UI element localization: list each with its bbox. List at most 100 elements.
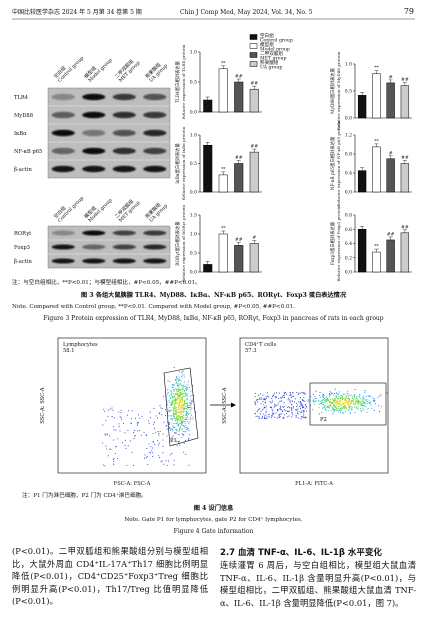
flow-event — [173, 414, 175, 416]
flow-event — [181, 422, 183, 424]
flow-event — [170, 427, 172, 430]
flow-event — [178, 378, 180, 380]
flow-event — [362, 395, 365, 397]
flow-event — [127, 414, 129, 416]
flow-event — [182, 409, 185, 411]
flow-event — [183, 402, 185, 404]
flow-event — [323, 395, 325, 397]
flow-event — [363, 409, 365, 411]
flow-event — [182, 408, 185, 410]
flow-event — [297, 413, 299, 415]
flow-event — [331, 398, 333, 400]
flow-event — [160, 407, 162, 409]
flow-event — [189, 410, 191, 412]
y-tick-label: 0.0 — [190, 190, 197, 196]
flow-event — [272, 413, 274, 415]
flow-event — [189, 412, 191, 415]
flow-event — [185, 405, 187, 407]
bar — [386, 239, 395, 273]
flow-event — [365, 396, 367, 398]
flow-event — [287, 406, 289, 408]
flow-event — [169, 390, 171, 392]
flow-event — [180, 428, 182, 430]
flow-event — [178, 408, 180, 410]
y-axis-label-zh: TLR4蛋白相对表达量 — [174, 60, 181, 102]
flow-event — [261, 415, 264, 417]
flow-event — [338, 410, 340, 412]
legend-swatch — [249, 34, 258, 40]
flow-event — [173, 388, 175, 390]
flow-event — [303, 410, 305, 412]
flow-event — [339, 403, 341, 405]
y-axis-label-en: Relative expression of RORγt protein — [181, 205, 186, 283]
flow-event — [292, 414, 294, 416]
bar — [218, 68, 228, 113]
significance-mark: ## — [401, 77, 409, 83]
flow-event — [188, 422, 190, 424]
flow-event — [169, 409, 171, 411]
blot-band — [82, 244, 106, 250]
flow-event — [356, 400, 358, 402]
blot-band — [112, 111, 136, 119]
flow-event — [180, 416, 182, 418]
flow-event — [340, 394, 342, 396]
flow-event — [148, 423, 150, 425]
flow-event — [335, 409, 337, 411]
fig4-caption-zh: 图 4 设门信息 — [193, 505, 234, 512]
significance-mark: ** — [221, 166, 226, 172]
flow-event — [178, 390, 180, 392]
blot-band — [112, 129, 136, 137]
flow-event — [347, 402, 349, 404]
flow-event — [296, 406, 298, 408]
significance-mark: ## — [235, 74, 243, 80]
flow-event — [145, 457, 147, 459]
flow-event — [291, 412, 293, 414]
flow-event — [186, 387, 188, 389]
flow-event — [266, 416, 268, 418]
flow-event — [181, 410, 183, 413]
y-tick-label: 0.0 — [190, 270, 197, 276]
flow-event — [186, 386, 188, 388]
flow-event — [181, 428, 183, 430]
flow-event — [261, 409, 263, 411]
flow-event — [282, 406, 285, 408]
flow-event — [354, 402, 356, 404]
flow-event — [265, 410, 267, 412]
flow-event — [155, 431, 157, 433]
flow-event — [276, 404, 278, 406]
flow-event — [173, 403, 175, 405]
flow-event — [340, 409, 342, 411]
flow-event — [180, 380, 182, 382]
flow-event — [331, 406, 333, 409]
flow-event — [174, 410, 176, 412]
flow-event — [109, 448, 111, 450]
flow-event — [305, 410, 307, 412]
flow-event — [133, 430, 136, 432]
flow-event — [356, 395, 358, 397]
flow-event — [348, 398, 350, 400]
flow-event — [178, 392, 180, 394]
flow-event — [183, 410, 185, 412]
y-tick-label: 0.8 — [345, 152, 352, 158]
flow-event — [303, 397, 305, 399]
flow-event — [335, 395, 337, 397]
flow-event — [113, 417, 115, 419]
flow-event — [263, 404, 265, 406]
flow-event — [191, 407, 193, 409]
y-axis-label-zh: RORγt蛋白相对表达量 — [174, 221, 181, 266]
flow-event — [342, 402, 345, 404]
flow-event — [182, 400, 184, 402]
flow-event — [170, 396, 172, 398]
blot-band — [143, 129, 167, 137]
blot-band — [112, 93, 136, 101]
flow-event — [117, 458, 119, 460]
flow-event — [170, 394, 172, 396]
blot-band — [112, 258, 136, 264]
flow-event — [255, 404, 257, 406]
flow-event — [173, 390, 175, 393]
flow-event — [190, 409, 192, 411]
flow-event — [143, 457, 146, 459]
flow-event — [163, 463, 165, 465]
flow-event — [259, 398, 261, 400]
flow-event — [346, 401, 348, 403]
